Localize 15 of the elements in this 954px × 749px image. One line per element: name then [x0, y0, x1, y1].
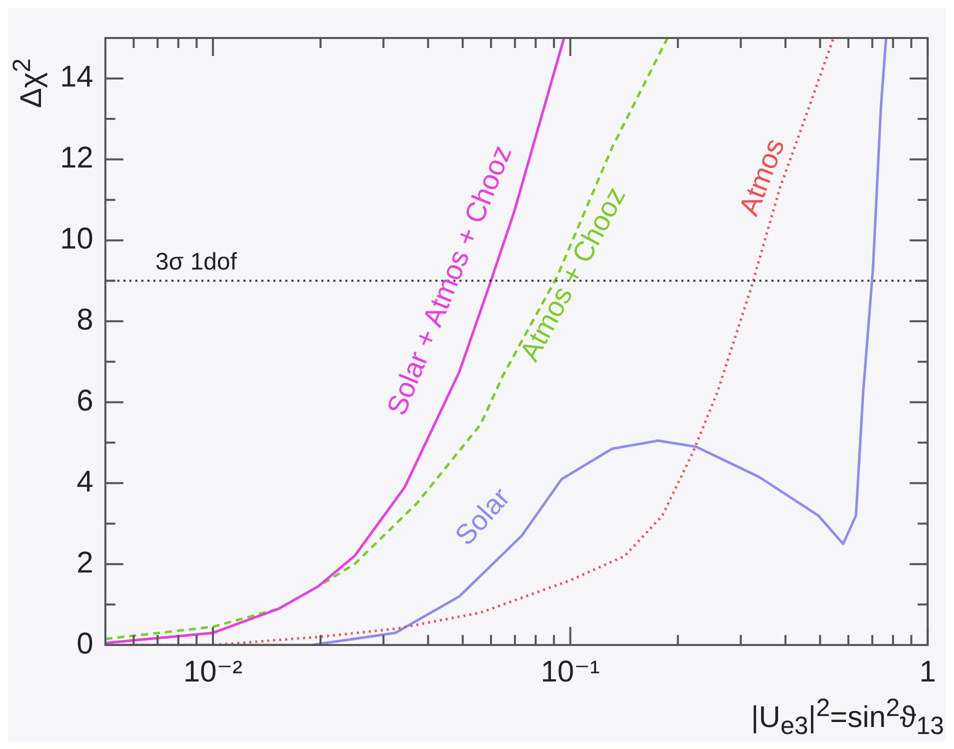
y-tick-label: 2	[76, 546, 94, 580]
x-tick-label: 1	[919, 655, 936, 688]
y-tick-label: 8	[76, 304, 94, 337]
text: Atmos	[732, 134, 790, 220]
ref-line-label: 3σ 1dof	[155, 248, 238, 276]
y-tick-label: 4	[76, 465, 94, 498]
x-axis-title: |U$_{e3}$|$^{2}$=sin$^{2}$ϑ$_{13}$	[751, 694, 944, 741]
y-tick-label: 10	[60, 222, 94, 256]
y-tick-label: 0	[76, 627, 94, 660]
y-tick-label: 12	[60, 142, 94, 175]
x-tick-label: 10⁻¹	[540, 655, 600, 688]
x-tick-label: 10⁻²	[183, 655, 243, 688]
y-tick-label: 14	[60, 60, 94, 94]
y-tick-label: 6	[76, 384, 94, 418]
text: Solar + Atmos + Chooz	[380, 140, 518, 420]
